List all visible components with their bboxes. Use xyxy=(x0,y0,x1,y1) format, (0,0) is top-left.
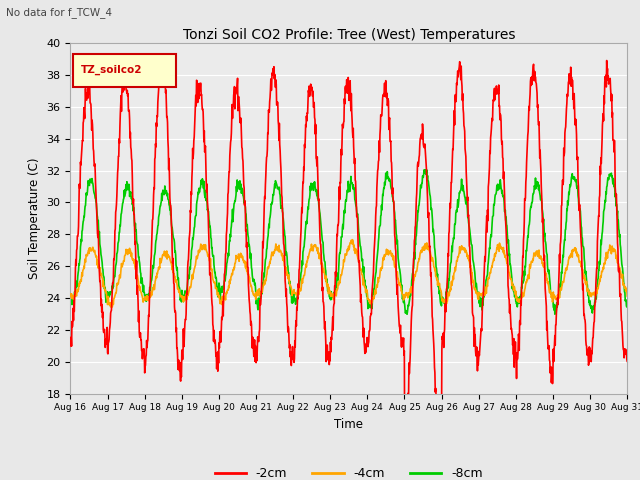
-8cm xyxy=(190,225,198,230)
-2cm xyxy=(436,429,444,434)
-4cm xyxy=(349,237,356,242)
-4cm xyxy=(108,304,116,310)
-2cm xyxy=(191,124,198,130)
Text: TZ_soilco2: TZ_soilco2 xyxy=(81,65,142,75)
-2cm xyxy=(623,359,631,364)
-2cm xyxy=(177,372,185,378)
-2cm xyxy=(253,358,260,363)
Legend: -2cm, -4cm, -8cm: -2cm, -4cm, -8cm xyxy=(210,462,488,480)
Line: -2cm: -2cm xyxy=(70,57,627,447)
Y-axis label: Soil Temperature (C): Soil Temperature (C) xyxy=(28,157,41,279)
-8cm xyxy=(436,293,444,299)
-4cm xyxy=(436,286,444,292)
-8cm xyxy=(623,300,631,305)
-4cm xyxy=(191,265,198,271)
-2cm xyxy=(558,203,566,208)
-2cm xyxy=(401,444,408,450)
Line: -4cm: -4cm xyxy=(70,240,627,307)
X-axis label: Time: Time xyxy=(334,418,364,431)
-8cm xyxy=(403,312,411,317)
-4cm xyxy=(253,289,260,295)
-4cm xyxy=(509,281,516,287)
Title: Tonzi Soil CO2 Profile: Tree (West) Temperatures: Tonzi Soil CO2 Profile: Tree (West) Temp… xyxy=(182,28,515,42)
-8cm xyxy=(177,296,184,301)
-2cm xyxy=(158,54,166,60)
Text: No data for f_TCW_4: No data for f_TCW_4 xyxy=(6,7,113,18)
FancyBboxPatch shape xyxy=(73,54,176,87)
-4cm xyxy=(177,293,185,299)
-8cm xyxy=(67,296,74,302)
Line: -8cm: -8cm xyxy=(70,170,627,314)
-8cm xyxy=(509,281,516,287)
-8cm xyxy=(421,167,429,173)
-2cm xyxy=(67,336,74,342)
-4cm xyxy=(623,293,631,299)
-2cm xyxy=(509,342,516,348)
-8cm xyxy=(558,270,566,276)
-4cm xyxy=(67,291,74,297)
-4cm xyxy=(558,284,566,289)
-8cm xyxy=(253,299,260,304)
